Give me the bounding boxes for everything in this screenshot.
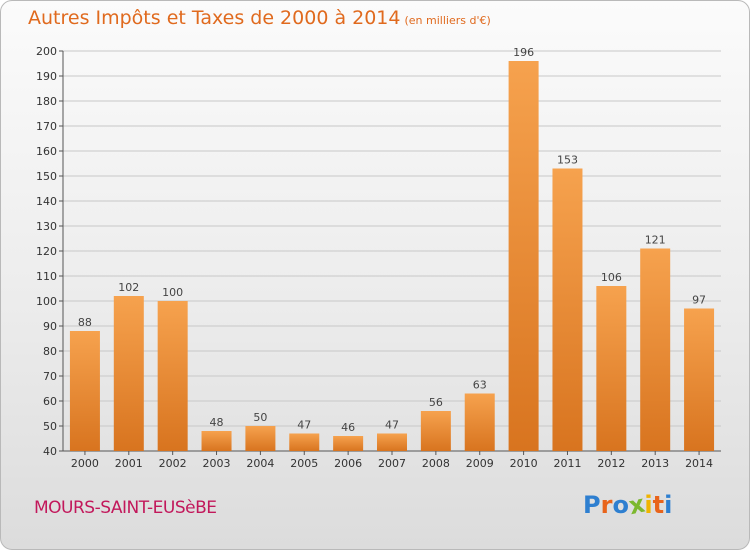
x-tick-label: 2003 [203, 457, 231, 470]
y-tick-label: 110 [36, 270, 57, 283]
x-tick-label: 2010 [510, 457, 538, 470]
bar-2009 [464, 393, 495, 451]
value-label: 121 [645, 234, 666, 247]
bars [69, 61, 715, 451]
y-tick-label: 180 [36, 95, 57, 108]
y-tick-label: 140 [36, 195, 57, 208]
x-tick-label: 2001 [115, 457, 143, 470]
x-tick-label: 2000 [71, 457, 99, 470]
y-tick-label: 100 [36, 295, 57, 308]
proxiti-logo[interactable]: Proxiti [583, 490, 673, 521]
x-tick-label: 2007 [378, 457, 406, 470]
bar-2007 [377, 433, 407, 451]
bar-2011 [552, 168, 583, 451]
bar-2004 [245, 426, 276, 451]
bar-2002 [157, 301, 188, 451]
x-tick-label: 2012 [597, 457, 625, 470]
x-tick-label: 2011 [553, 457, 581, 470]
logo-letter: P [583, 491, 601, 519]
value-label: 46 [341, 421, 355, 434]
value-label: 102 [118, 281, 139, 294]
value-label: 50 [253, 411, 267, 424]
bar-2014 [684, 308, 715, 451]
value-label: 100 [162, 286, 183, 299]
y-tick-label: 80 [43, 345, 57, 358]
bar-2000 [69, 331, 100, 451]
value-label: 48 [210, 416, 224, 429]
y-tick-label: 170 [36, 120, 57, 133]
x-tick-label: 2014 [685, 457, 713, 470]
x-tick-label: 2004 [246, 457, 274, 470]
y-tick-label: 160 [36, 145, 57, 158]
bar-2005 [289, 433, 320, 451]
value-label: 47 [297, 419, 311, 432]
y-tick-label: 40 [43, 445, 57, 458]
x-tick-label: 2008 [422, 457, 450, 470]
logo-letter: i [644, 491, 653, 519]
bar-2003 [201, 431, 232, 451]
bar-2010 [508, 61, 539, 451]
y-tick-label: 150 [36, 170, 57, 183]
bar-2006 [333, 436, 364, 451]
value-label: 153 [557, 154, 578, 167]
y-tick-label: 50 [43, 420, 57, 433]
bar-2008 [420, 411, 451, 451]
value-label: 88 [78, 316, 92, 329]
axes: 40 50 60 70 80 90 100 110 120 130 140 150 160 170 180 1… [36, 45, 721, 470]
x-tick-label: 2002 [159, 457, 187, 470]
value-label: 97 [692, 294, 706, 307]
bar-2012 [596, 286, 627, 451]
logo-letter: t [652, 491, 665, 519]
value-label: 106 [601, 271, 622, 284]
bar-2013 [640, 248, 671, 451]
y-tick-label: 90 [43, 320, 57, 333]
value-labels: 88 102 100 48 50 47 46 47 56 63 196 153 106 121 97 [78, 46, 706, 434]
y-tick-label: 190 [36, 70, 57, 83]
x-tick-label: 2005 [290, 457, 318, 470]
y-tick-label: 120 [36, 245, 57, 258]
value-label: 56 [429, 396, 443, 409]
y-tick-label: 200 [36, 45, 57, 58]
logo-letter: r [600, 491, 613, 519]
value-label: 47 [385, 419, 399, 432]
logo-letter: i [664, 491, 673, 519]
x-tick-label: 2006 [334, 457, 362, 470]
chart-title-text: Autres Impôts et Taxes de 2000 à 2014 [28, 7, 401, 29]
x-tick-label: 2009 [466, 457, 494, 470]
y-tick-label: 60 [43, 395, 57, 408]
y-tick-label: 130 [36, 220, 57, 233]
chart-title: Autres Impôts et Taxes de 2000 à 2014 (en… [28, 7, 491, 29]
bar-2001 [113, 296, 144, 451]
x-tick-label: 2013 [641, 457, 669, 470]
chart-subtitle: (en milliers d'€) [404, 14, 491, 27]
value-label: 63 [473, 379, 487, 392]
value-label: 196 [513, 46, 534, 59]
y-tick-label: 70 [43, 370, 57, 383]
town-name: MOURS-SAINT-EUSèBE [34, 498, 217, 518]
logo-letter: o [612, 491, 629, 519]
